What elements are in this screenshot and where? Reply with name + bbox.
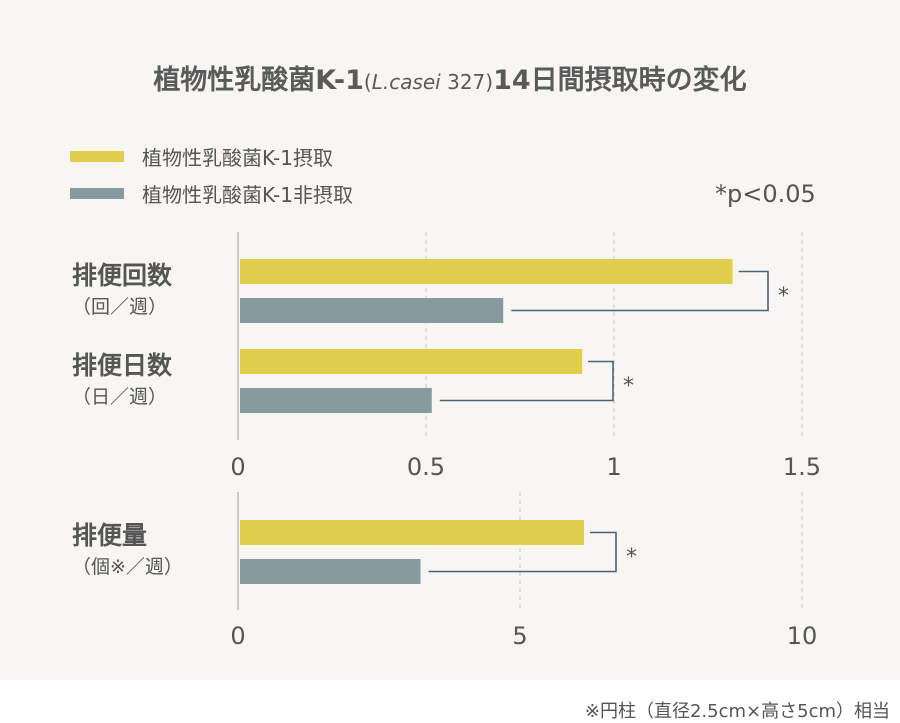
category-label-stool-amount: 排便量 （個※／週） [72,520,183,582]
x-tick-label: 5 [512,622,527,650]
bar-intake [240,259,733,284]
bar-no-intake [240,388,432,413]
significance-note: *p<0.05 [715,180,816,208]
category-label-bowel-frequency: 排便回数 （回／週） [72,260,172,322]
x-tick-label: 1 [606,453,621,481]
chart-title: 植物性乳酸菌K-1(L.casei 327)14日間摂取時の変化 [0,58,900,97]
title-italic-species: L.casei [371,70,441,94]
x-tick-label: 10 [787,622,818,650]
category-name: 排便回数 [72,261,173,290]
title-paren-open: ( [363,70,372,94]
title-main-before: 植物性乳酸菌K-1 [153,65,364,96]
significance-star: * [626,545,637,570]
x-tick-label: 0.5 [407,453,445,481]
significance-star: * [778,284,789,309]
legend-swatch-intake [70,150,124,162]
bar-no-intake [240,298,504,323]
legend-label-intake: 植物性乳酸菌K-1摂取 [142,145,333,170]
title-paren-close: ) [485,70,494,94]
x-tick-label: 0 [230,453,245,481]
footnote: ※円柱（直径2.5cm×高さ5cm）相当 [584,701,890,722]
category-name: 排便量 [72,521,148,550]
title-main-after: 14日間摂取時の変化 [493,65,747,96]
bar-intake [240,520,585,545]
x-tick-label: 0 [230,622,245,650]
category-name: 排便日数 [72,351,173,380]
category-unit: （日／週） [72,386,168,408]
category-unit: （個※／週） [72,556,183,578]
significance-star: * [623,374,634,399]
legend-label-no-intake: 植物性乳酸菌K-1非摂取 [142,182,353,207]
title-strain: 327 [440,70,486,94]
bar-intake [240,349,583,374]
legend-item-intake: 植物性乳酸菌K-1摂取 [70,141,333,171]
bar-no-intake [240,559,421,584]
bar-chart-svg: 0 0.5 1 1.5 * * 0 5 10 * [230,232,821,650]
legend-swatch-no-intake [70,187,124,199]
title-subtitle: (L.casei 327) [364,70,493,94]
chart-panel [0,0,900,680]
significance-bracket [511,270,769,312]
significance-bracket [428,531,617,573]
significance-bracket [439,360,614,402]
legend-item-no-intake: 植物性乳酸菌K-1非摂取 [70,178,353,208]
x-tick-label: 1.5 [783,453,821,481]
category-unit: （回／週） [72,296,168,318]
category-label-bowel-days: 排便日数 （日／週） [72,350,172,412]
